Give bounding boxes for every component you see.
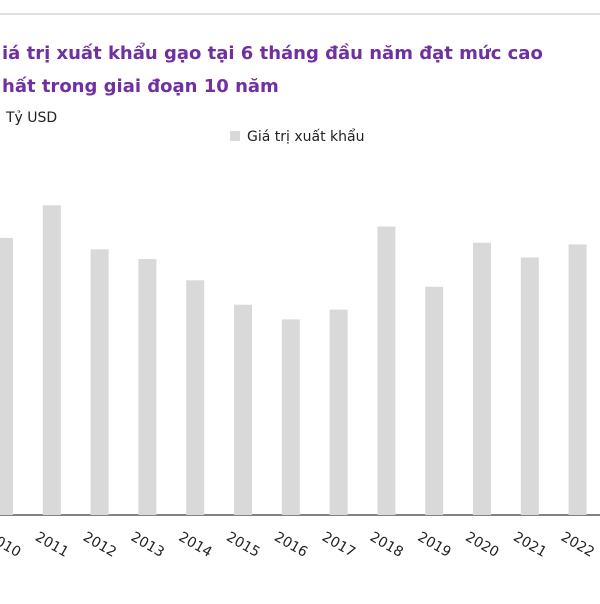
chart-title: iá trị xuất khẩu gạo tại 6 tháng đầu năm… xyxy=(2,42,543,64)
bar xyxy=(138,259,157,515)
x-tick-label: 2014 xyxy=(176,529,215,561)
x-tick-label: 2012 xyxy=(80,529,119,561)
legend-swatch xyxy=(230,131,240,141)
x-tick-label: 2015 xyxy=(224,529,263,561)
y-axis-label: Tỷ USD xyxy=(5,110,57,126)
bar xyxy=(90,249,109,515)
bar xyxy=(520,257,539,515)
bar xyxy=(568,244,587,516)
bar xyxy=(473,242,491,516)
x-tick-label: 2020 xyxy=(463,529,502,561)
bar xyxy=(329,309,348,515)
x-tick-label: 2017 xyxy=(319,529,358,561)
x-tick-label: 2013 xyxy=(128,529,167,561)
bar xyxy=(425,286,444,515)
bar xyxy=(377,226,396,516)
bar xyxy=(42,205,61,516)
x-tick-label: 2018 xyxy=(367,529,406,561)
x-tick-label: 2022 xyxy=(558,529,597,561)
chart-title: hất trong giai đoạn 10 năm xyxy=(2,76,279,97)
x-tick-label: 2016 xyxy=(271,529,310,561)
bar xyxy=(0,237,13,515)
bar xyxy=(281,319,300,515)
x-tick-label: 2011 xyxy=(32,529,71,561)
bar xyxy=(186,280,205,515)
x-tick-label: 2010 xyxy=(0,529,23,561)
x-tick-label: 2019 xyxy=(415,529,454,561)
bar xyxy=(234,304,252,515)
x-tick-label: 2021 xyxy=(510,529,549,561)
legend-label: Giá trị xuất khẩu xyxy=(247,128,364,145)
